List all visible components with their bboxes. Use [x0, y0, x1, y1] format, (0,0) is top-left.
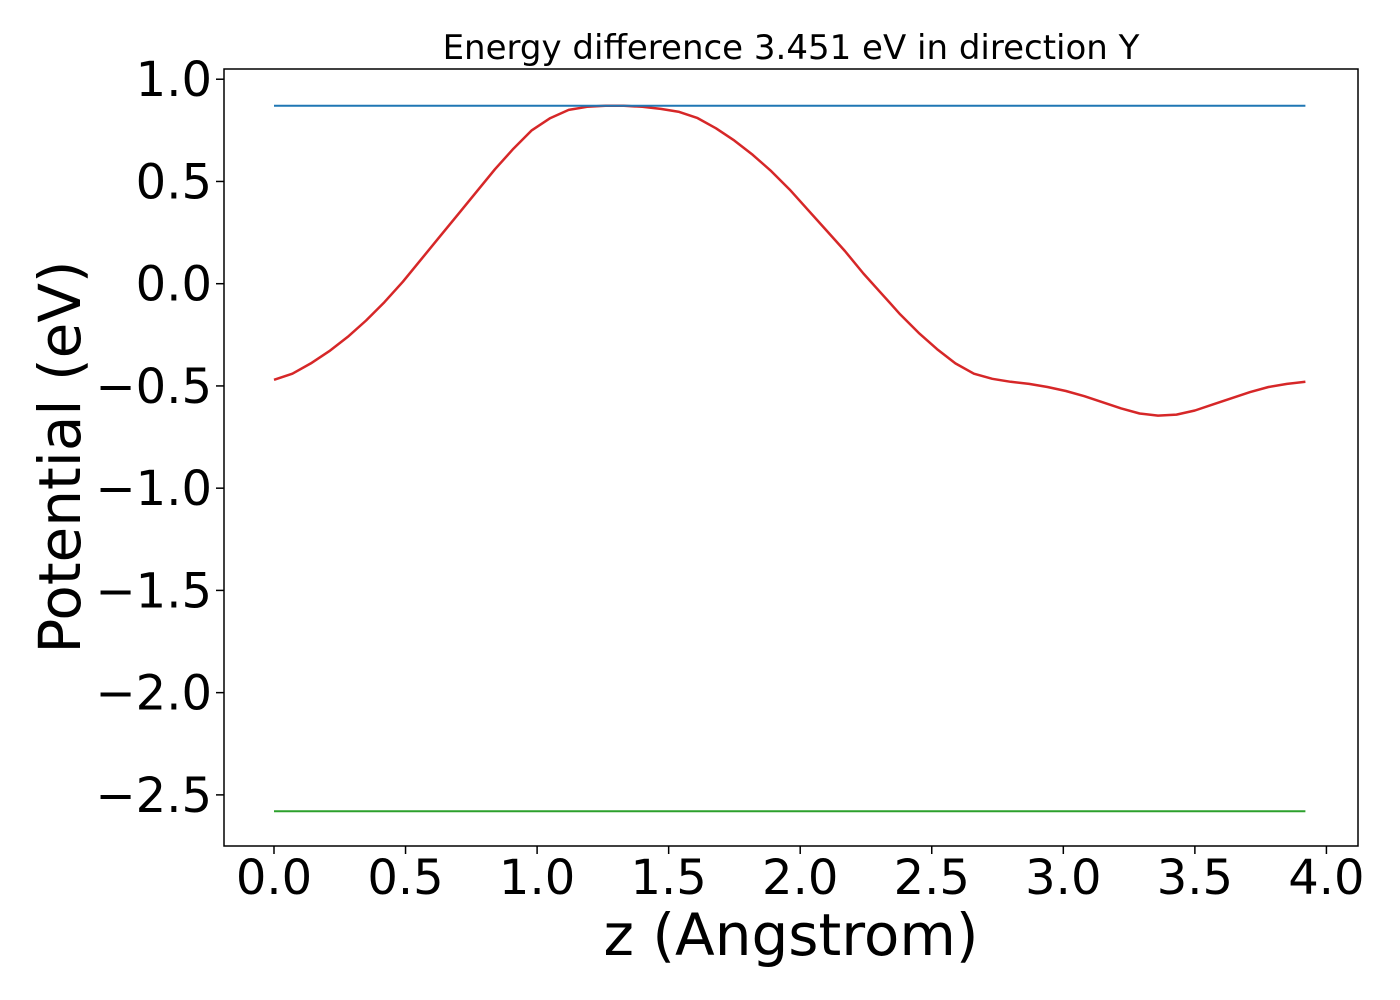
x-tick-label: 3.5	[1157, 850, 1233, 906]
series-line-1	[273, 104, 1306, 417]
x-tick-label: 0.0	[236, 850, 312, 906]
x-tick-label: 2.5	[894, 850, 970, 906]
x-tick-label: 0.5	[367, 850, 443, 906]
x-axis: 0.0 0.5 1.0 1.5 2.0 2.5 3.0 3.5 4.0	[236, 846, 1365, 906]
y-tick-label: −2.0	[95, 666, 212, 722]
x-tick-label: 1.0	[499, 850, 575, 906]
y-tick-label: −0.5	[95, 359, 212, 415]
y-axis-label: Potential (eV)	[26, 260, 94, 653]
x-tick-label: 1.5	[630, 850, 706, 906]
x-axis-label: z (Angstrom)	[604, 901, 979, 969]
y-tick-label: −1.5	[95, 563, 212, 619]
x-tick-label: 3.0	[1025, 850, 1101, 906]
x-tick-label: 4.0	[1288, 850, 1364, 906]
y-tick-label: −1.0	[95, 461, 212, 517]
y-tick-label: −2.5	[95, 768, 212, 824]
y-tick-label: 0.0	[136, 257, 212, 313]
plot-frame	[223, 68, 1359, 847]
y-tick-label: 1.0	[136, 52, 212, 108]
chart-title: Energy difference 3.451 eV in direction …	[443, 28, 1140, 68]
x-tick-label: 2.0	[762, 850, 838, 906]
y-tick-label: 0.5	[136, 154, 212, 210]
series-layer	[273, 104, 1306, 813]
y-axis: 1.0 0.5 0.0 −0.5 −1.0 −1.5 −2.0 −2.5	[95, 52, 224, 824]
